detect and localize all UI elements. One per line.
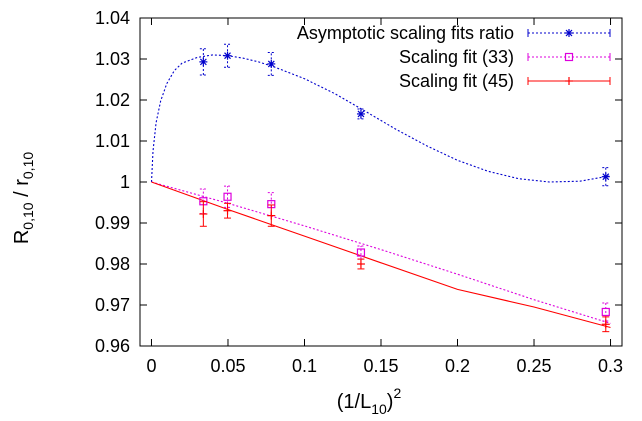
y-tick-label: 0.98 (95, 254, 130, 274)
x-tick-label: 0 (146, 356, 156, 376)
y-tick-label: 1 (120, 172, 130, 192)
y-axis-title-main: R (11, 230, 33, 244)
marker-stroke (267, 60, 275, 68)
x-tick-label: 0.25 (516, 356, 551, 376)
data-points-group (199, 43, 610, 333)
legend-label: Scaling fit (45) (399, 71, 514, 91)
x-tick-label: 0.15 (363, 356, 398, 376)
legend-marker (565, 29, 573, 37)
axis-ticks-group: 0 0.05 0.1 0.15 0.2 0.25 0.3 0.96 0.97 0.98 0.99 1 1… (95, 8, 623, 376)
y-axis-title-subscript-1: 0,10 (20, 202, 36, 229)
marker-square (564, 52, 574, 62)
y-tick-label: 1.02 (95, 90, 130, 110)
legend-marker (565, 77, 573, 85)
data-point (267, 59, 276, 68)
x-tick-label: 0.3 (598, 356, 623, 376)
data-point (223, 206, 232, 215)
legend-label: Asymptotic scaling fits ratio (297, 23, 514, 43)
marker-stroke (565, 29, 573, 37)
x-axis-title-superscript: 2 (393, 385, 401, 401)
x-axis-title-subscript: 10 (371, 401, 387, 417)
marker-stroke (357, 110, 365, 118)
x-tick-label: 0.2 (445, 356, 470, 376)
x-axis-title-main: (1/L (337, 391, 371, 413)
data-point (356, 248, 366, 257)
data-point (267, 211, 276, 220)
legend-marker (564, 52, 574, 62)
legend: Asymptotic scaling fits ratio Scaling fit… (297, 23, 611, 91)
fit-curve-line (151, 181, 611, 324)
y-tick-label: 1.03 (95, 49, 130, 69)
y-tick-label: 0.96 (95, 336, 130, 356)
marker-stroke (602, 173, 610, 181)
data-point (223, 51, 232, 60)
data-point (601, 320, 610, 329)
y-tick-label: 0.97 (95, 295, 130, 315)
x-axis-title: (1/L10)2 (337, 385, 402, 417)
data-point (356, 260, 365, 268)
x-tick-label: 0.1 (292, 356, 317, 376)
y-tick-label: 0.99 (95, 213, 130, 233)
y-axis-title-subscript-2: 0,10 (20, 152, 36, 179)
marker-square (356, 248, 366, 257)
y-axis-title-separator: / r (11, 179, 33, 203)
x-axis-title-close: ) (387, 391, 394, 413)
y-tick-label: 1.04 (95, 8, 130, 28)
marker-stroke (224, 52, 231, 60)
data-point (199, 57, 208, 66)
marker-square (223, 192, 232, 201)
legend-label: Scaling fit (33) (399, 47, 514, 67)
data-point (601, 172, 610, 181)
marker-square (601, 307, 610, 317)
y-axis-title: R0,10 / r0,10 (11, 152, 36, 245)
x-tick-label: 0.05 (210, 356, 245, 376)
data-point (223, 192, 232, 201)
data-point (356, 109, 365, 118)
data-point (601, 307, 610, 317)
data-point (199, 209, 208, 218)
y-tick-label: 1.01 (95, 131, 130, 151)
marker-stroke (199, 58, 207, 66)
fit-curve-line (150, 54, 611, 183)
